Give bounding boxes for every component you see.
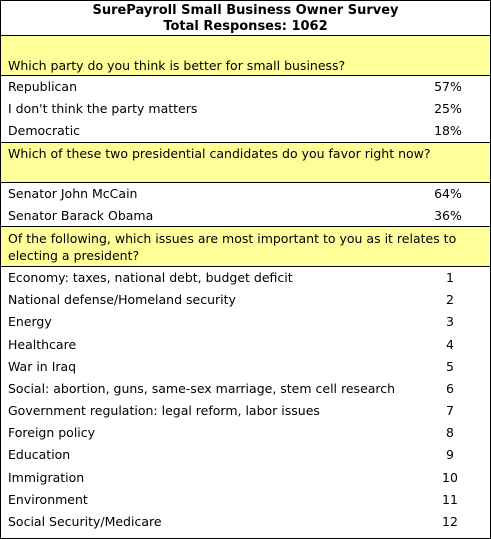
row-value: 10: [442, 469, 458, 485]
row-value: 36%: [434, 207, 462, 223]
table-row: National defense/Homeland security 2: [1, 289, 490, 311]
table-row: Energy 3: [1, 311, 490, 333]
table-row: Environment 11: [1, 489, 490, 511]
row-value: 7: [446, 403, 454, 419]
row-label: Social: abortion, guns, same-sex marriag…: [8, 380, 396, 396]
row-label: Economy: taxes, national debt, budget de…: [8, 269, 293, 285]
row-value: 6: [446, 380, 454, 396]
row-value: 12: [442, 514, 458, 529]
row-label: Healthcare: [8, 336, 77, 352]
table-row: Social Security/Medicare 12: [1, 511, 490, 533]
row-label: Senator John McCain: [8, 185, 138, 201]
table-row: Senator Barack Obama 36%: [1, 205, 490, 227]
row-label: Democratic: [8, 123, 81, 139]
table-row: War in Iraq 5: [1, 356, 490, 378]
row-value: 4: [446, 336, 454, 352]
table-row: Immigration 10: [1, 467, 490, 489]
question-issues: Of the following, which issues are most …: [1, 226, 490, 267]
total-responses: Total Responses: 1062: [163, 19, 328, 34]
row-label: Government regulation: legal reform, lab…: [8, 403, 320, 419]
table-row: Republican 57%: [1, 76, 490, 98]
row-value: 18%: [434, 123, 462, 139]
table-row: Democratic 18%: [1, 120, 490, 143]
row-value: 3: [446, 314, 454, 330]
row-label: Environment: [8, 491, 88, 507]
table-row: Economy: taxes, national debt, budget de…: [1, 267, 490, 289]
row-label: Immigration: [8, 469, 85, 485]
row-value: 11: [442, 491, 458, 507]
row-value: 5: [446, 358, 454, 374]
table-row: Education 9: [1, 444, 490, 466]
row-value: 64%: [434, 185, 462, 201]
row-value: 9: [446, 447, 454, 463]
row-label: I don't think the party matters: [8, 101, 198, 117]
row-label: Social Security/Medicare: [8, 514, 162, 529]
table-row: Social: abortion, guns, same-sex marriag…: [1, 378, 490, 400]
row-value: 8: [446, 425, 454, 441]
row-label: National defense/Homeland security: [8, 292, 236, 308]
table-row: Government regulation: legal reform, lab…: [1, 400, 490, 422]
row-value: 2: [446, 292, 454, 308]
row-label: Foreign policy: [8, 425, 96, 441]
table-row: I don't think the party matters 25%: [1, 98, 490, 120]
question-candidate: Which of these two presidential candidat…: [1, 142, 490, 183]
table-header: SurePayroll Small Business Owner Survey …: [1, 1, 490, 36]
table-row: Foreign policy 8: [1, 422, 490, 444]
table-row: Healthcare 4: [1, 334, 490, 356]
row-value: 1: [446, 269, 454, 285]
row-label: Education: [8, 447, 71, 463]
row-label: Energy: [8, 314, 52, 330]
question-party: Which party do you think is better for s…: [1, 36, 490, 76]
row-label: Senator Barack Obama: [8, 207, 154, 223]
row-value: 57%: [434, 79, 462, 94]
survey-title: SurePayroll Small Business Owner Survey: [92, 3, 399, 18]
row-label: Republican: [8, 79, 78, 94]
row-value: 25%: [434, 101, 462, 117]
table-row: Senator John McCain 64%: [1, 183, 490, 205]
row-label: War in Iraq: [8, 358, 77, 374]
